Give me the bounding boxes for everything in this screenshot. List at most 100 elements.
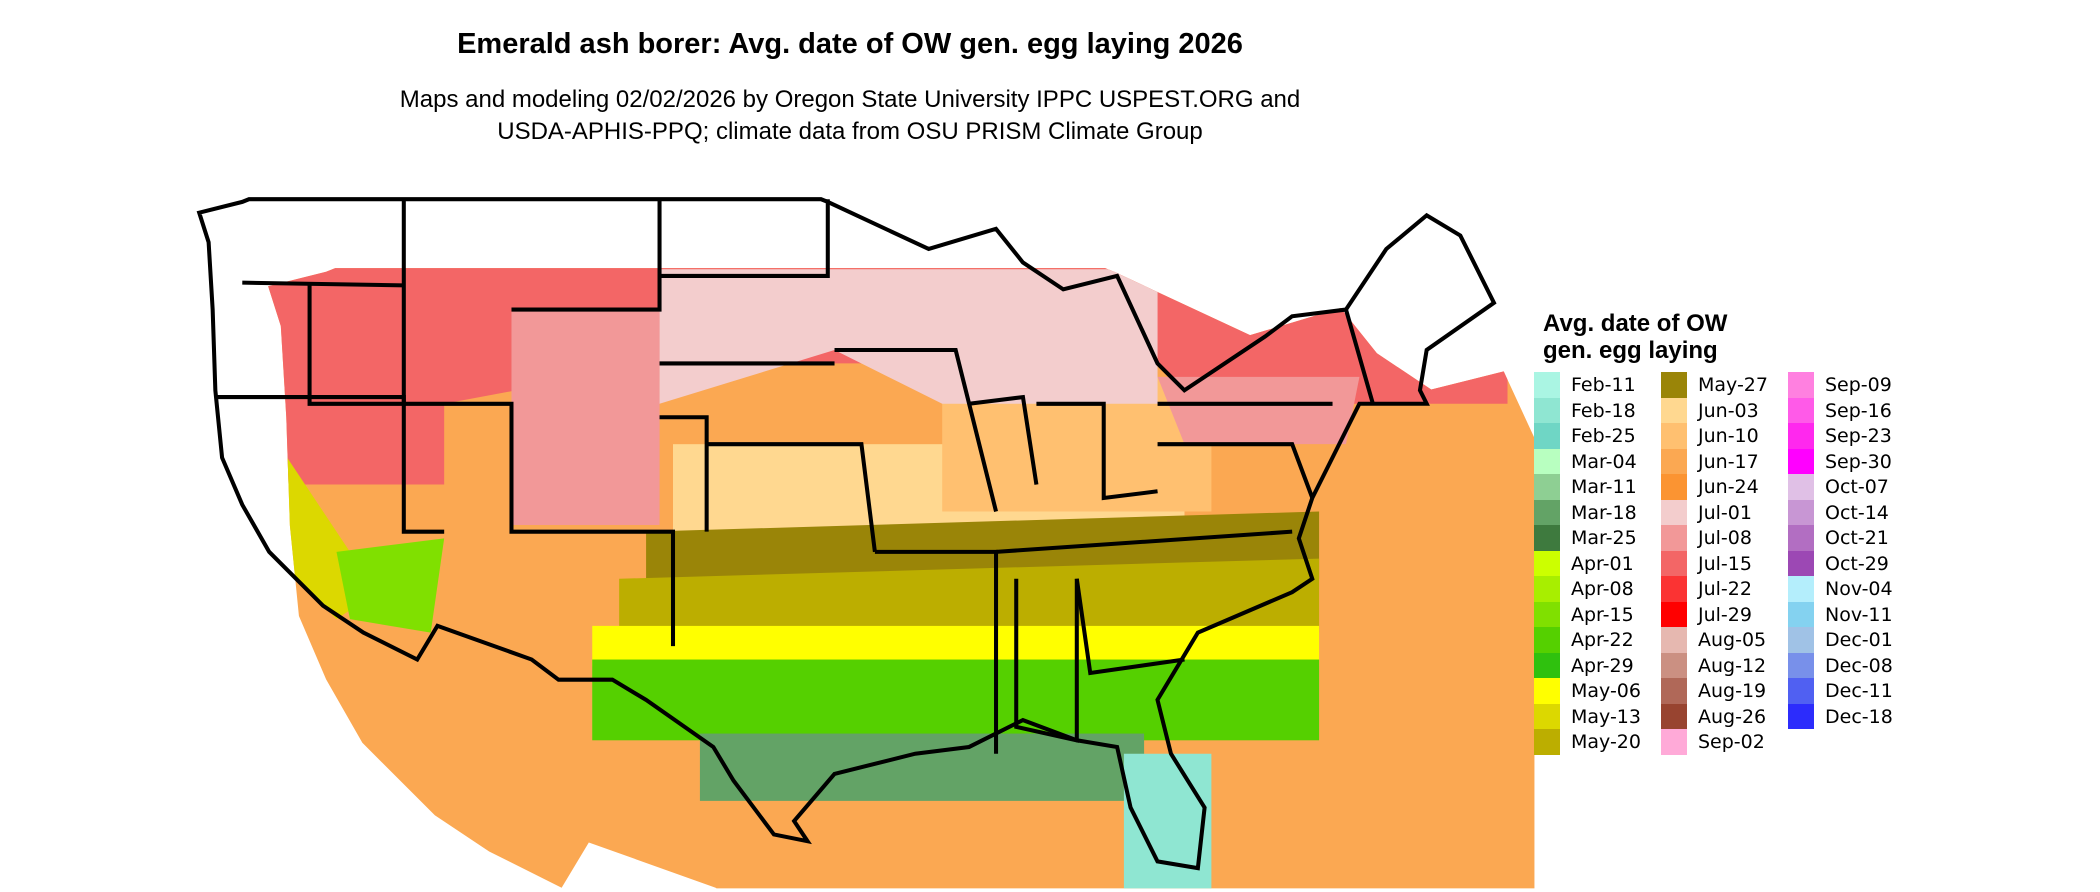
- legend-swatch: [1661, 576, 1687, 602]
- legend-title: Avg. date of OW gen. egg laying: [1543, 310, 1727, 364]
- legend-swatch: [1788, 474, 1814, 500]
- legend-label: Mar-18: [1571, 501, 1637, 524]
- region-california-valley: [268, 430, 377, 620]
- legend-label: May-06: [1571, 680, 1641, 702]
- legend-label: Oct-07: [1825, 476, 1889, 498]
- legend-label: Apr-29: [1571, 654, 1634, 677]
- legend-label: Nov-11: [1825, 603, 1893, 626]
- legend-label: Feb-25: [1571, 425, 1636, 447]
- legend-swatch: [1661, 423, 1687, 449]
- state-borders: [197, 197, 1496, 870]
- legend-swatch: [1788, 627, 1814, 653]
- legend-label: Jun-17: [1698, 450, 1759, 473]
- legend-label: Apr-08: [1571, 578, 1634, 600]
- legend-swatch: [1788, 499, 1814, 526]
- legend-swatch: [1788, 525, 1814, 551]
- legend-swatch: [1534, 729, 1560, 755]
- legend-swatch: [1661, 474, 1687, 500]
- legend-swatch: [1534, 678, 1560, 704]
- legend-label: May-27: [1698, 374, 1768, 396]
- legend-swatch: [1534, 372, 1560, 398]
- legend-label: Jun-24: [1698, 476, 1759, 498]
- legend-swatch: [1788, 576, 1814, 602]
- legend-label: Aug-05: [1698, 629, 1767, 651]
- legend-label: Dec-18: [1825, 705, 1893, 728]
- legend-swatch: [1534, 525, 1560, 551]
- legend-swatch: [1534, 423, 1560, 449]
- legend-label: Mar-25: [1571, 527, 1637, 549]
- region-mountains: [511, 309, 660, 525]
- legend-swatch: [1534, 576, 1560, 602]
- legend-label: Aug-12: [1698, 654, 1767, 677]
- legend-label: Aug-26: [1698, 705, 1767, 728]
- legend-swatch: [1534, 652, 1560, 679]
- legend-label: Jun-10: [1698, 425, 1759, 447]
- legend-swatch: [1661, 525, 1687, 551]
- legend-title-line-1: Avg. date of OW: [1543, 310, 1728, 337]
- legend-label: Sep-23: [1825, 425, 1892, 447]
- map-subtitle-line-1: Maps and modeling 02/02/2026 by Oregon S…: [399, 86, 1301, 113]
- legend-swatch: [1534, 601, 1560, 628]
- legend-swatch: [1661, 703, 1687, 730]
- legend-label: Dec-08: [1825, 654, 1893, 677]
- legend-label: Jul-22: [1698, 578, 1752, 600]
- legend-label: Jul-08: [1698, 527, 1752, 549]
- legend-swatch: [1788, 652, 1814, 679]
- legend-swatch: [1661, 448, 1687, 475]
- legend-label: Dec-11: [1825, 680, 1893, 702]
- legend-label: Dec-01: [1825, 629, 1893, 651]
- legend-swatch: [1661, 652, 1687, 679]
- legend-title-line-2: gen. egg laying: [1543, 337, 1718, 364]
- legend-label: May-20: [1571, 731, 1641, 753]
- region-florida: [1123, 753, 1212, 889]
- legend-swatch: [1534, 703, 1560, 730]
- legend-label: Apr-01: [1571, 552, 1634, 575]
- legend-swatch: [1534, 499, 1560, 526]
- legend-swatch: [1788, 423, 1814, 449]
- legend-label: Jul-29: [1698, 603, 1752, 626]
- legend-label: Jun-03: [1698, 399, 1759, 422]
- map-title: Emerald ash borer: Avg. date of OW gen. …: [457, 28, 1243, 60]
- legend-label: Apr-15: [1571, 603, 1634, 626]
- legend-swatch: [1788, 601, 1814, 628]
- legend-label: Jul-15: [1698, 552, 1752, 575]
- legend-label: Oct-14: [1825, 501, 1889, 524]
- legend-label: Nov-04: [1825, 578, 1893, 600]
- region-may-20: [619, 558, 1320, 647]
- legend-swatch: [1661, 550, 1687, 577]
- legend-label: Sep-02: [1698, 731, 1765, 753]
- region-southwest-desert: [336, 538, 445, 633]
- legend-label: Oct-21: [1825, 527, 1889, 549]
- legend-label: Feb-11: [1571, 374, 1636, 396]
- legend-swatch: [1534, 448, 1560, 475]
- legend-label: Oct-29: [1825, 552, 1889, 575]
- legend-label: Jul-01: [1698, 501, 1752, 524]
- legend-label: Sep-16: [1825, 399, 1892, 422]
- legend-swatch: [1534, 550, 1560, 577]
- legend-swatch: [1661, 601, 1687, 628]
- legend-label: May-13: [1571, 705, 1641, 728]
- legend-swatch: [1661, 372, 1687, 398]
- legend-swatch: [1788, 550, 1814, 577]
- legend-label: Mar-11: [1571, 476, 1637, 498]
- legend-swatch: [1788, 397, 1814, 424]
- legend-swatch: [1661, 397, 1687, 424]
- legend-label: Sep-30: [1825, 450, 1892, 473]
- legend-label: Feb-18: [1571, 399, 1636, 422]
- legend-swatch: [1788, 678, 1814, 704]
- region-mar-25: [699, 733, 1145, 801]
- legend-swatch: [1534, 627, 1560, 653]
- region-apr-22: [592, 659, 1320, 741]
- region-jul-08-northeast: [1157, 376, 1360, 445]
- legend-label: Aug-19: [1698, 680, 1767, 702]
- legend-label: Apr-22: [1571, 629, 1634, 651]
- legend-swatch: [1534, 397, 1560, 424]
- legend-swatch: [1661, 627, 1687, 653]
- legend-swatch: [1661, 499, 1687, 526]
- legend-swatch: [1788, 372, 1814, 398]
- legend-swatch: [1534, 474, 1560, 500]
- legend-label: Sep-09: [1825, 374, 1892, 396]
- legend-swatch: [1661, 678, 1687, 704]
